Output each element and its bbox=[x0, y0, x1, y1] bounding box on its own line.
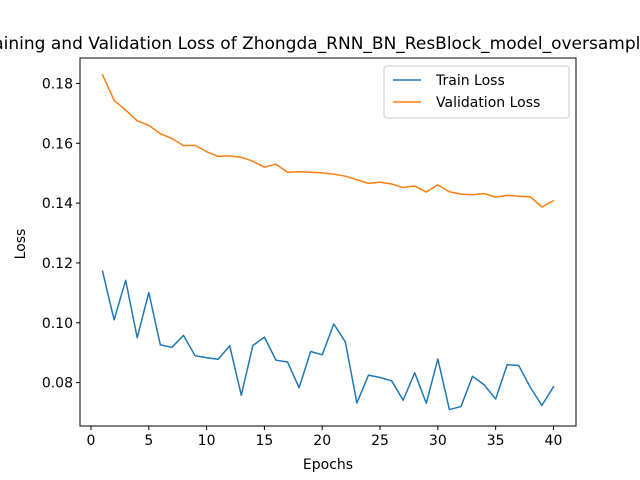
y-tick-label: 0.08 bbox=[42, 376, 73, 392]
y-tick-label: 0.12 bbox=[42, 256, 73, 272]
y-axis-label: Loss bbox=[13, 229, 29, 260]
plot-area bbox=[79, 57, 577, 427]
x-axis-label: Epochs bbox=[303, 457, 353, 473]
chart-title: Training and Validation Loss of Zhongda_… bbox=[0, 34, 640, 54]
x-tick-label: 5 bbox=[144, 433, 153, 449]
x-tick-label: 35 bbox=[487, 433, 505, 449]
legend-entry: Validation Loss bbox=[436, 95, 540, 111]
y-tick-label: 0.10 bbox=[42, 316, 73, 332]
y-tick-label: 0.14 bbox=[42, 196, 73, 212]
legend: Train Loss Validation Loss bbox=[383, 65, 570, 119]
x-tick-label: 0 bbox=[87, 433, 96, 449]
x-tick-label: 10 bbox=[198, 433, 216, 449]
y-tick-label: 0.18 bbox=[42, 76, 73, 92]
legend-entry: Train Loss bbox=[435, 73, 505, 89]
series-line-1 bbox=[101, 73, 555, 208]
y-axis: 0.08 0.10 0.12 0.14 0.16 0.18 bbox=[42, 76, 80, 392]
x-tick-label: 15 bbox=[255, 433, 273, 449]
x-tick-label: 25 bbox=[371, 433, 389, 449]
series-line-0 bbox=[101, 270, 555, 411]
x-tick-label: 20 bbox=[313, 433, 331, 449]
legend-box bbox=[383, 65, 570, 119]
series-layer bbox=[101, 73, 555, 411]
x-tick-label: 30 bbox=[429, 433, 447, 449]
x-axis: 0 5 10 15 20 25 30 35 40 bbox=[87, 426, 563, 449]
x-tick-label: 40 bbox=[545, 433, 563, 449]
y-tick-label: 0.16 bbox=[42, 136, 73, 152]
